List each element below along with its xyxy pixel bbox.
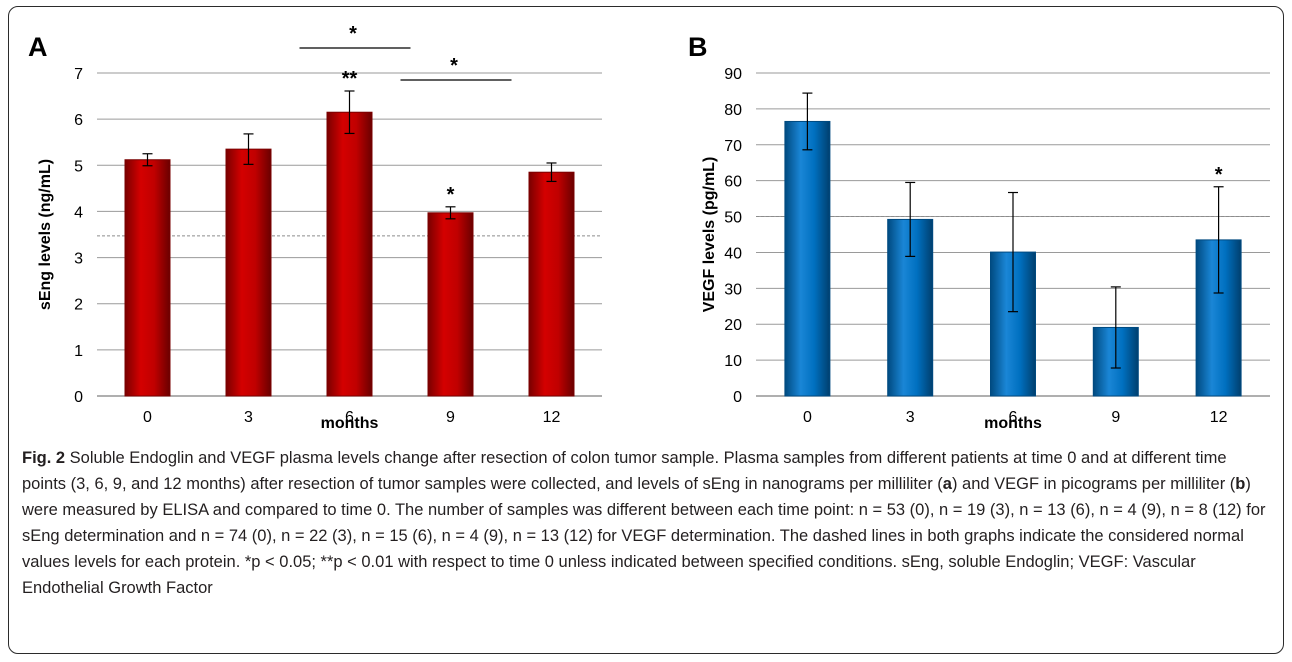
caption-text-2: ) and VEGF in picograms per milliliter ( bbox=[951, 475, 1236, 493]
caption-panel-a: a bbox=[942, 475, 952, 493]
panel-b-x-axis-title: months bbox=[984, 415, 1042, 432]
panel-a-significance-star: ** bbox=[342, 68, 358, 90]
panel-a-ytick-label: 2 bbox=[74, 297, 83, 314]
figure-frame bbox=[8, 6, 1284, 654]
figure-caption: Fig. 2 Soluble Endoglin and VEGF plasma … bbox=[22, 445, 1270, 601]
panel-a-bar-9 bbox=[427, 212, 474, 397]
panel-a-xtick-label: 9 bbox=[446, 409, 455, 426]
panel-b-xtick-label: 9 bbox=[1111, 409, 1120, 426]
panel-b-bar-0 bbox=[784, 120, 831, 397]
panel-b-ytick-label: 40 bbox=[724, 245, 742, 262]
caption-sample-counts: n = 53 (0), n = 19 (3), n = 13 (6), n = … bbox=[22, 501, 1266, 545]
panel-b-xtick-label: 0 bbox=[803, 409, 812, 426]
caption-text-1: Soluble Endoglin and VEGF plasma levels … bbox=[22, 449, 1227, 493]
panel-a-xtick-label: 12 bbox=[543, 409, 561, 426]
panel-b-ytick-label: 90 bbox=[724, 66, 742, 83]
panel-a-y-axis-title: sEng levels (ng/mL) bbox=[37, 159, 54, 310]
panel-a-ytick-label: 5 bbox=[74, 158, 83, 175]
panel-a-xtick-label: 6 bbox=[345, 409, 354, 426]
panel-b-label: B bbox=[688, 32, 708, 62]
panel-a-label: A bbox=[28, 32, 48, 62]
panel-a-ytick-label: 3 bbox=[74, 251, 83, 268]
caption-fig-label: Fig. 2 bbox=[22, 449, 66, 467]
panel-a-ytick-label: 7 bbox=[74, 66, 83, 83]
panel-b-significance-star: * bbox=[1215, 164, 1223, 186]
panel-a-ytick-label: 1 bbox=[74, 343, 83, 360]
panel-a-bar-6 bbox=[326, 111, 373, 397]
panel-a-ytick-label: 0 bbox=[74, 389, 83, 406]
panel-a-bar-3 bbox=[225, 148, 272, 397]
panel-b-y-axis-title: VEGF levels (pg/mL) bbox=[701, 157, 718, 313]
panel-a-x-axis-title: months bbox=[321, 415, 379, 432]
panel-b-ytick-label: 30 bbox=[724, 281, 742, 298]
panel-b-ytick-label: 20 bbox=[724, 317, 742, 334]
panel-a-bar-12 bbox=[528, 171, 575, 397]
panel-b-ytick-label: 10 bbox=[724, 353, 742, 370]
panel-b-ytick-label: 70 bbox=[724, 138, 742, 155]
caption-text-3: ) were measured by ELISA and compared to… bbox=[22, 475, 1251, 519]
panel-a-ytick-label: 4 bbox=[74, 204, 83, 221]
panel-a-xtick-label: 3 bbox=[244, 409, 253, 426]
panel-b-ytick-label: 50 bbox=[724, 210, 742, 227]
panel-a-bar-0 bbox=[124, 159, 171, 397]
panel-a-bracket-star: * bbox=[349, 23, 357, 45]
panel-b-ytick-label: 0 bbox=[733, 389, 742, 406]
panel-a-significance-star: * bbox=[447, 184, 455, 206]
panel-a-ytick-label: 6 bbox=[74, 112, 83, 129]
panel-a-bracket-star: * bbox=[450, 55, 458, 77]
panel-b-xtick-label: 3 bbox=[906, 409, 915, 426]
panel-b-xtick-label: 12 bbox=[1210, 409, 1228, 426]
panel-b-xtick-label: 6 bbox=[1009, 409, 1018, 426]
caption-panel-b: b bbox=[1235, 475, 1246, 493]
panel-b-ytick-label: 60 bbox=[724, 174, 742, 191]
panel-a-xtick-label: 0 bbox=[143, 409, 152, 426]
caption-text-5: The dashed lines in both graphs indicate… bbox=[22, 527, 1244, 597]
panel-b-ytick-label: 80 bbox=[724, 102, 742, 119]
